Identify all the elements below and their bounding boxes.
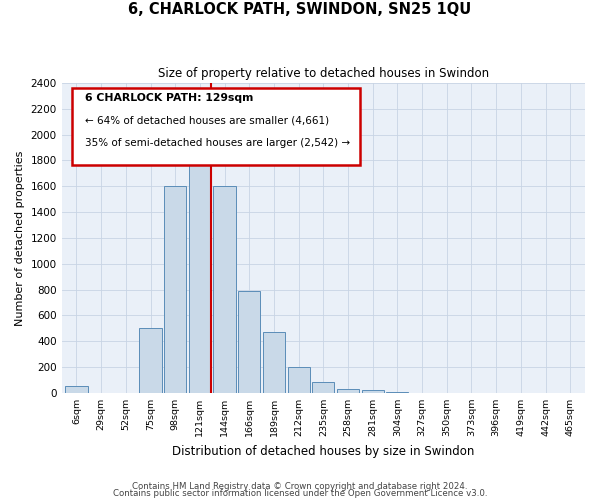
FancyBboxPatch shape [72,88,360,165]
Bar [337,389,359,393]
Bar [164,186,187,393]
Bar [65,386,88,393]
Text: ← 64% of detached houses are smaller (4,661): ← 64% of detached houses are smaller (4,… [85,116,329,126]
Text: 6 CHARLOCK PATH: 129sqm: 6 CHARLOCK PATH: 129sqm [85,94,254,104]
Title: Size of property relative to detached houses in Swindon: Size of property relative to detached ho… [158,68,489,80]
Text: 35% of semi-detached houses are larger (2,542) →: 35% of semi-detached houses are larger (… [85,138,350,147]
Bar [139,328,161,393]
Y-axis label: Number of detached properties: Number of detached properties [15,150,25,326]
X-axis label: Distribution of detached houses by size in Swindon: Distribution of detached houses by size … [172,444,475,458]
Bar [287,367,310,393]
Bar [312,382,334,393]
Bar [362,390,384,393]
Bar [386,392,409,393]
Bar [214,186,236,393]
Text: 6, CHARLOCK PATH, SWINDON, SN25 1QU: 6, CHARLOCK PATH, SWINDON, SN25 1QU [128,2,472,18]
Text: Contains HM Land Registry data © Crown copyright and database right 2024.: Contains HM Land Registry data © Crown c… [132,482,468,491]
Bar [189,141,211,393]
Bar [263,332,285,393]
Bar [238,291,260,393]
Text: Contains public sector information licensed under the Open Government Licence v3: Contains public sector information licen… [113,490,487,498]
